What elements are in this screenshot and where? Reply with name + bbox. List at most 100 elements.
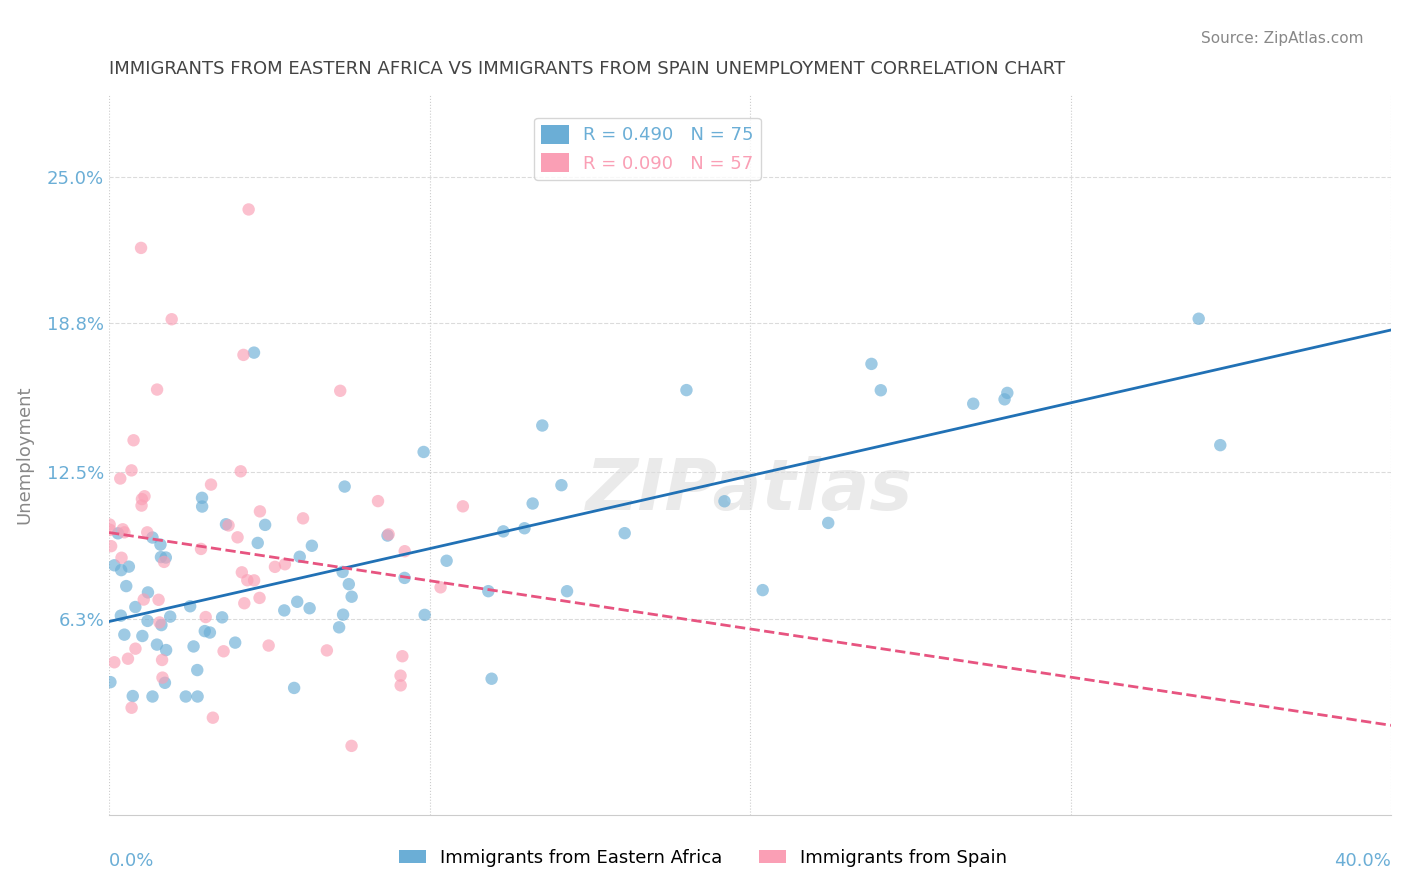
- Point: [152, 671, 174, 685]
- Point: [283, 681, 305, 695]
- Legend: R = 0.490   N = 75, R = 0.090   N = 57: R = 0.490 N = 75, R = 0.090 N = 57: [534, 118, 761, 180]
- Point: [531, 418, 554, 433]
- Point: [522, 496, 544, 510]
- Text: ZIPatlas: ZIPatlas: [586, 456, 914, 525]
- Point: [492, 524, 515, 539]
- Point: [194, 624, 217, 639]
- Point: [98, 517, 121, 532]
- Point: [115, 579, 138, 593]
- Point: [121, 463, 143, 477]
- Point: [215, 517, 238, 532]
- Point: [103, 655, 125, 669]
- Point: [254, 517, 277, 532]
- Point: [155, 550, 177, 565]
- Point: [149, 538, 172, 552]
- Point: [118, 559, 141, 574]
- Point: [332, 565, 354, 579]
- Point: [550, 478, 572, 492]
- Point: [148, 592, 170, 607]
- Point: [315, 643, 337, 657]
- Point: [107, 526, 129, 541]
- Point: [233, 596, 256, 610]
- Point: [257, 639, 280, 653]
- Point: [436, 554, 458, 568]
- Point: [100, 539, 122, 553]
- Point: [201, 711, 224, 725]
- Point: [243, 345, 266, 359]
- Point: [191, 491, 214, 505]
- Point: [183, 640, 205, 654]
- Point: [146, 383, 169, 397]
- Point: [98, 523, 121, 537]
- Point: [155, 643, 177, 657]
- Point: [333, 479, 356, 493]
- Point: [513, 521, 536, 535]
- Point: [200, 477, 222, 491]
- Point: [129, 241, 152, 255]
- Point: [150, 618, 173, 632]
- Point: [555, 584, 578, 599]
- Point: [114, 525, 136, 540]
- Point: [1188, 311, 1211, 326]
- Text: IMMIGRANTS FROM EASTERN AFRICA VS IMMIGRANTS FROM SPAIN UNEMPLOYMENT CORRELATION: IMMIGRANTS FROM EASTERN AFRICA VS IMMIGR…: [110, 60, 1066, 78]
- Point: [332, 607, 354, 622]
- Point: [100, 675, 122, 690]
- Point: [429, 580, 451, 594]
- Point: [713, 494, 735, 508]
- Point: [112, 627, 135, 641]
- Y-axis label: Unemployment: Unemployment: [15, 385, 32, 524]
- Point: [150, 653, 173, 667]
- Point: [110, 471, 132, 485]
- Point: [301, 539, 323, 553]
- Point: [274, 558, 297, 572]
- Point: [328, 620, 350, 634]
- Text: 40.0%: 40.0%: [1334, 852, 1391, 870]
- Point: [110, 563, 132, 577]
- Point: [211, 610, 233, 624]
- Point: [292, 511, 315, 525]
- Point: [477, 584, 499, 599]
- Point: [136, 525, 159, 540]
- Point: [141, 531, 163, 545]
- Point: [187, 690, 209, 704]
- Text: 0.0%: 0.0%: [110, 852, 155, 870]
- Point: [962, 397, 984, 411]
- Point: [229, 464, 252, 478]
- Point: [179, 599, 201, 614]
- Point: [273, 603, 295, 617]
- Point: [226, 530, 249, 544]
- Point: [675, 383, 697, 397]
- Point: [218, 518, 240, 533]
- Point: [340, 590, 363, 604]
- Point: [993, 392, 1015, 407]
- Point: [394, 571, 416, 585]
- Text: Source: ZipAtlas.com: Source: ZipAtlas.com: [1201, 31, 1364, 46]
- Point: [298, 601, 321, 615]
- Point: [389, 678, 412, 692]
- Point: [869, 384, 891, 398]
- Point: [377, 528, 399, 542]
- Point: [149, 550, 172, 565]
- Point: [117, 651, 139, 665]
- Point: [146, 638, 169, 652]
- Point: [103, 558, 125, 573]
- Point: [124, 641, 146, 656]
- Point: [249, 504, 271, 518]
- Point: [136, 585, 159, 599]
- Point: [131, 492, 153, 507]
- Point: [860, 357, 883, 371]
- Point: [212, 644, 235, 658]
- Point: [160, 312, 183, 326]
- Point: [412, 445, 434, 459]
- Point: [134, 489, 156, 503]
- Point: [194, 610, 217, 624]
- Point: [329, 384, 352, 398]
- Point: [394, 544, 416, 558]
- Point: [246, 536, 269, 550]
- Point: [249, 591, 271, 605]
- Point: [131, 629, 153, 643]
- Point: [391, 649, 413, 664]
- Point: [111, 522, 134, 536]
- Point: [148, 615, 170, 630]
- Point: [186, 663, 208, 677]
